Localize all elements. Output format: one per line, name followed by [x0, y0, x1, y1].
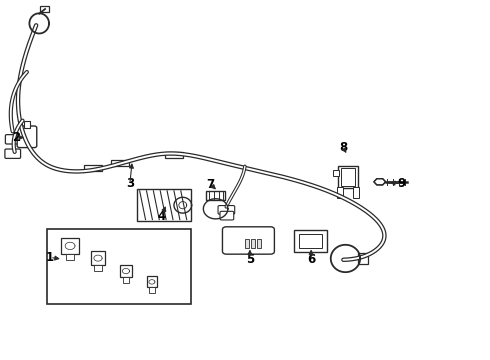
Text: 5: 5 [246, 253, 254, 266]
FancyBboxPatch shape [165, 152, 183, 158]
Bar [147, 276, 157, 287]
Bar [91, 251, 105, 265]
Polygon shape [374, 179, 386, 185]
Bar [120, 265, 132, 277]
Bar [338, 166, 358, 188]
Bar [24, 121, 30, 128]
Bar [245, 239, 249, 248]
Bar [353, 187, 359, 198]
Bar [61, 238, 79, 254]
FancyBboxPatch shape [220, 211, 234, 220]
Bar [251, 239, 255, 248]
Text: 2: 2 [12, 131, 20, 144]
FancyBboxPatch shape [358, 253, 368, 264]
FancyBboxPatch shape [111, 160, 129, 166]
Text: 6: 6 [307, 253, 315, 266]
Text: 9: 9 [398, 177, 406, 190]
Text: 4: 4 [158, 210, 166, 223]
Text: 8: 8 [339, 141, 347, 154]
Bar [149, 287, 155, 293]
FancyBboxPatch shape [218, 206, 235, 214]
Bar [341, 168, 355, 186]
Bar [257, 239, 261, 248]
Bar [122, 277, 129, 283]
Bar [66, 254, 74, 260]
FancyBboxPatch shape [222, 227, 274, 254]
Bar [299, 234, 322, 248]
FancyBboxPatch shape [206, 191, 225, 200]
Text: 3: 3 [126, 177, 134, 190]
FancyBboxPatch shape [5, 149, 21, 158]
FancyBboxPatch shape [84, 165, 102, 171]
Bar [337, 187, 343, 198]
Bar [47, 229, 191, 304]
Bar [94, 265, 102, 271]
FancyBboxPatch shape [5, 135, 19, 144]
FancyBboxPatch shape [40, 6, 49, 12]
Text: 7: 7 [207, 178, 215, 191]
FancyBboxPatch shape [17, 126, 37, 148]
FancyBboxPatch shape [294, 230, 327, 252]
Bar [333, 170, 339, 176]
FancyBboxPatch shape [137, 189, 191, 221]
Text: 1: 1 [46, 251, 54, 264]
